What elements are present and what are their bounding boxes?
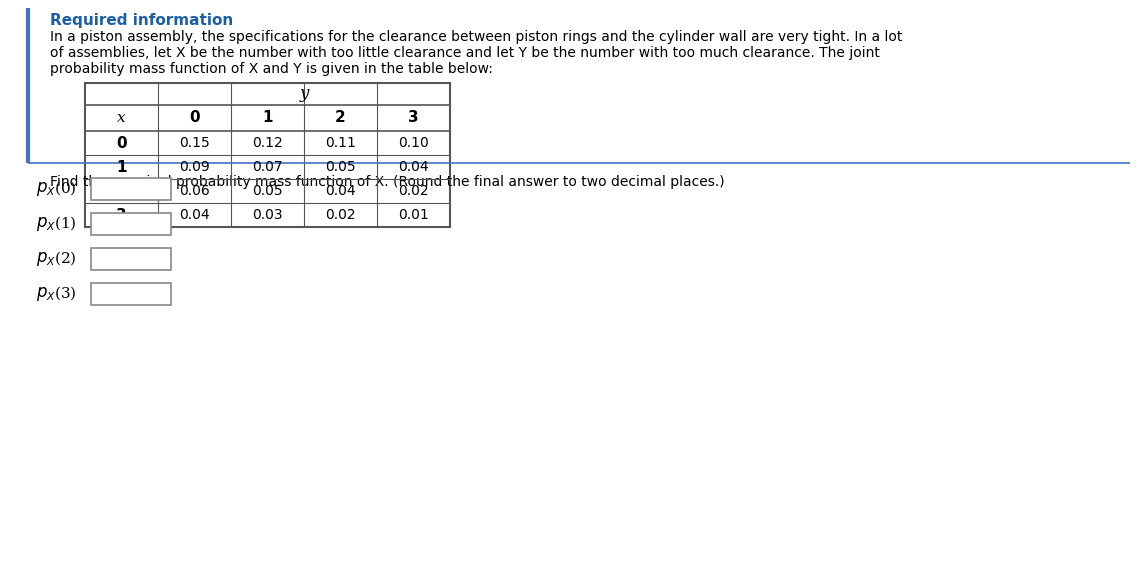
Text: 0.04: 0.04 [398, 160, 429, 174]
Text: 3: 3 [116, 208, 127, 223]
Text: 0.07: 0.07 [252, 160, 283, 174]
Text: $p$: $p$ [36, 180, 48, 198]
Text: y: y [299, 86, 309, 103]
Text: 0.10: 0.10 [398, 136, 429, 150]
Text: 0.06: 0.06 [179, 184, 210, 198]
Text: 0.01: 0.01 [398, 208, 429, 222]
Text: 0.02: 0.02 [326, 208, 356, 222]
Text: Required information: Required information [50, 13, 233, 28]
Text: $p$: $p$ [36, 250, 48, 268]
Text: 0.09: 0.09 [179, 160, 210, 174]
Text: 0.04: 0.04 [179, 208, 210, 222]
Text: 0: 0 [189, 111, 200, 125]
Text: 0.05: 0.05 [252, 184, 283, 198]
Bar [91, 283, 171, 305]
Text: $p$: $p$ [36, 215, 48, 233]
Text: Find the marginal probability mass function of X. (Round the final answer to two: Find the marginal probability mass funct… [50, 175, 725, 189]
Text: 0.04: 0.04 [326, 184, 356, 198]
Bar [91, 248, 171, 270]
Text: of assemblies, let X be the number with too little clearance and let Y be the nu: of assemblies, let X be the number with … [50, 46, 880, 60]
Text: 1: 1 [263, 111, 273, 125]
Text: 1: 1 [116, 160, 127, 174]
Text: 0.11: 0.11 [325, 136, 356, 150]
Text: $_X$(2): $_X$(2) [46, 250, 77, 268]
Text: In a piston assembly, the specifications for the clearance between piston rings : In a piston assembly, the specifications… [50, 30, 903, 44]
Text: 0.12: 0.12 [252, 136, 283, 150]
Text: $_X$(1): $_X$(1) [46, 215, 77, 233]
Text: 0: 0 [116, 135, 127, 150]
Text: $_X$(0): $_X$(0) [46, 180, 77, 198]
Text: 0.05: 0.05 [326, 160, 356, 174]
Text: 0.03: 0.03 [252, 208, 283, 222]
Text: 0.02: 0.02 [398, 184, 429, 198]
Text: 3: 3 [408, 111, 419, 125]
Text: 2: 2 [116, 184, 127, 198]
Text: $p$: $p$ [36, 285, 48, 303]
Bar [91, 213, 171, 235]
Text: 2: 2 [335, 111, 346, 125]
Text: x: x [117, 111, 126, 125]
Text: probability mass function of X and Y is given in the table below:: probability mass function of X and Y is … [50, 62, 493, 76]
Bar [85, 83, 450, 227]
Bar [91, 178, 171, 200]
Text: $_X$(3): $_X$(3) [46, 285, 77, 303]
Text: 0.15: 0.15 [179, 136, 210, 150]
